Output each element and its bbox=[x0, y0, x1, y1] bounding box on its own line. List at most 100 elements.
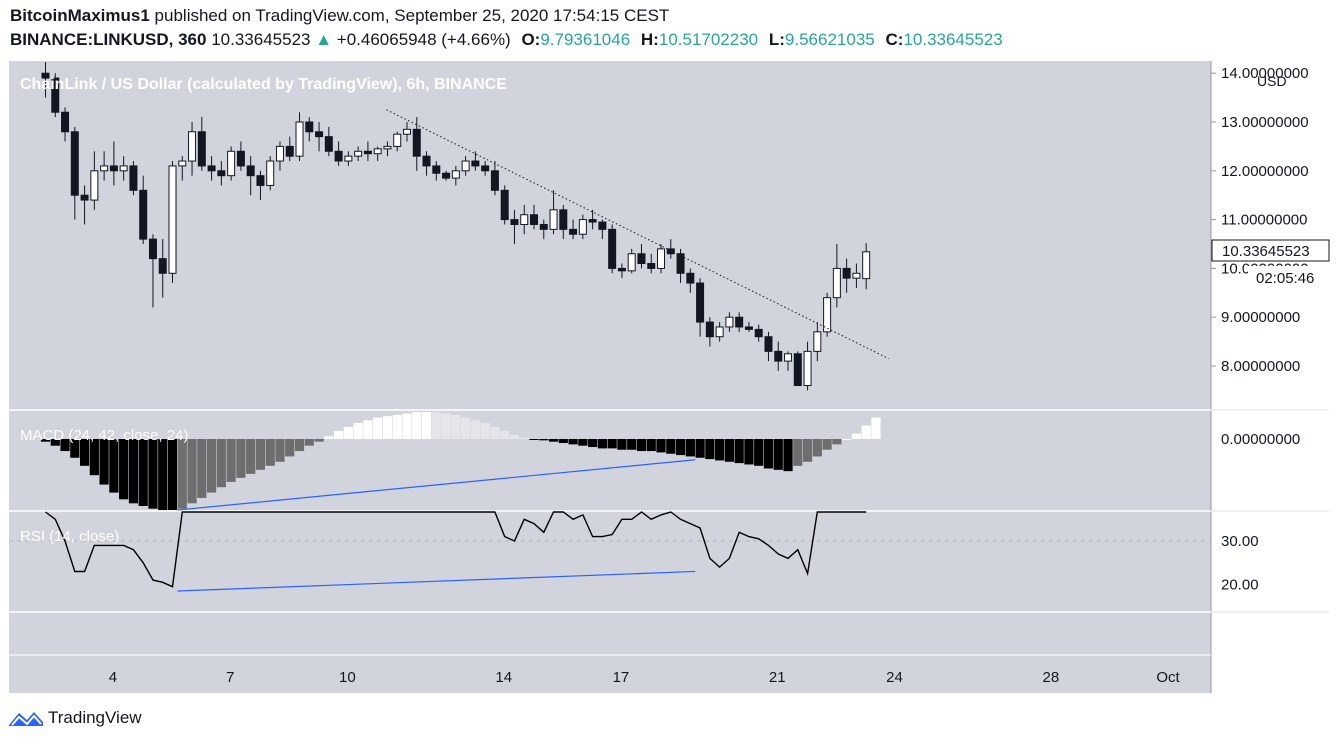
macd-bar bbox=[617, 439, 627, 450]
candle-down bbox=[207, 165, 216, 172]
candle-up bbox=[627, 253, 636, 272]
macd-bar bbox=[812, 439, 822, 457]
macd-bar bbox=[60, 439, 70, 452]
candle-up bbox=[393, 133, 402, 147]
price-change: +0.46065948 (+4.66%) bbox=[336, 30, 511, 49]
time-tick-label: 24 bbox=[886, 669, 903, 686]
candle-down bbox=[539, 223, 548, 230]
macd-bar bbox=[597, 439, 607, 449]
macd-bar bbox=[793, 439, 803, 466]
candle-up bbox=[715, 326, 724, 338]
macd-bar bbox=[822, 439, 832, 450]
candle-down bbox=[793, 353, 802, 387]
candle-down bbox=[696, 282, 705, 323]
axis-labels-layer: 8.000000009.0000000010.0000000011.000000… bbox=[109, 65, 1309, 686]
macd-bar bbox=[851, 433, 862, 439]
macd-bar bbox=[246, 439, 256, 474]
macd-bar bbox=[50, 439, 60, 446]
macd-bar bbox=[558, 439, 568, 444]
macd-bar bbox=[480, 422, 490, 439]
candle-down bbox=[217, 170, 226, 177]
rsi-tick-label: 20.00 bbox=[1221, 577, 1259, 594]
macd-bar bbox=[461, 417, 471, 439]
macd-bar bbox=[529, 439, 539, 440]
macd-bar bbox=[685, 439, 695, 457]
rsi-tick-label: 30.00 bbox=[1221, 533, 1259, 550]
macd-bar bbox=[255, 439, 266, 470]
overlays-layer bbox=[177, 109, 889, 592]
candle-down bbox=[70, 131, 79, 196]
macd-bar bbox=[695, 439, 705, 458]
macd-bar bbox=[265, 439, 275, 466]
time-tick-label: 28 bbox=[1042, 669, 1059, 686]
candle-down bbox=[490, 170, 499, 191]
candle-up bbox=[90, 170, 99, 201]
macd-bar bbox=[715, 439, 725, 461]
rsi-line bbox=[45, 511, 867, 588]
macd-bar bbox=[392, 414, 402, 439]
candles-layer bbox=[41, 62, 871, 391]
candle-down bbox=[774, 350, 783, 362]
candle-down bbox=[500, 189, 509, 221]
candle-down bbox=[148, 238, 157, 260]
candle-up bbox=[178, 160, 187, 167]
macd-bar bbox=[871, 417, 881, 439]
candle-up bbox=[578, 219, 587, 235]
published-text: published on TradingView.com, September … bbox=[154, 6, 670, 25]
macd-bar bbox=[773, 439, 783, 470]
descending-trendline bbox=[386, 109, 889, 360]
macd-bar bbox=[275, 439, 285, 462]
macd-bar bbox=[343, 426, 353, 439]
macd-bar bbox=[40, 439, 51, 442]
open-value: 9.79361046 bbox=[540, 30, 631, 49]
macd-bar bbox=[158, 439, 168, 510]
candle-up bbox=[832, 267, 841, 299]
candle-up bbox=[168, 165, 177, 274]
candle-down bbox=[666, 248, 675, 255]
last-price-tag-text: 10.33645523 bbox=[1222, 243, 1310, 260]
candle-up bbox=[188, 131, 197, 162]
low-value: 9.56621035 bbox=[784, 30, 875, 49]
candle-down bbox=[158, 258, 167, 274]
macd-bar bbox=[802, 439, 813, 462]
candle-down bbox=[442, 172, 451, 179]
macd-bar bbox=[539, 439, 549, 441]
macd-bar bbox=[216, 439, 226, 488]
close-value: 10.33645523 bbox=[903, 30, 1003, 49]
author-name[interactable]: BitcoinMaximus1 bbox=[10, 6, 150, 25]
macd-bar bbox=[324, 436, 334, 439]
candle-up bbox=[275, 145, 284, 162]
candle-up bbox=[784, 353, 793, 362]
macd-bar bbox=[451, 414, 461, 439]
macd-bar bbox=[763, 439, 774, 469]
price-tick-label: 11.00000000 bbox=[1221, 212, 1307, 229]
candle-down bbox=[432, 165, 441, 174]
candle-up bbox=[657, 248, 666, 269]
macd-bar bbox=[607, 439, 617, 449]
macd-bar bbox=[519, 437, 529, 439]
macd-bar bbox=[656, 439, 666, 453]
last-price: 10.33645523 bbox=[211, 30, 311, 49]
rsi-divergence-line bbox=[177, 570, 696, 592]
countdown-tag-text: 02:05:46 bbox=[1256, 270, 1314, 287]
macd-bar bbox=[353, 422, 363, 439]
macd-bar bbox=[128, 439, 139, 504]
main-chart-title: ChainLink / US Dollar (calculated by Tra… bbox=[20, 76, 507, 93]
tradingview-brand[interactable]: TradingView bbox=[8, 708, 142, 728]
high-label: H: bbox=[640, 30, 659, 49]
macd-bar bbox=[89, 439, 99, 476]
macd-bar bbox=[138, 439, 148, 506]
macd-bar bbox=[402, 413, 412, 439]
candle-up bbox=[227, 150, 236, 177]
candle-down bbox=[617, 267, 626, 272]
macd-layer bbox=[40, 412, 881, 510]
candle-down bbox=[80, 194, 89, 201]
candle-up bbox=[344, 155, 353, 162]
candle-down bbox=[412, 128, 421, 157]
candle-up bbox=[823, 297, 832, 333]
macd-bar bbox=[421, 412, 432, 439]
macd-bar bbox=[363, 420, 373, 439]
time-tick-label: Oct bbox=[1156, 669, 1180, 686]
